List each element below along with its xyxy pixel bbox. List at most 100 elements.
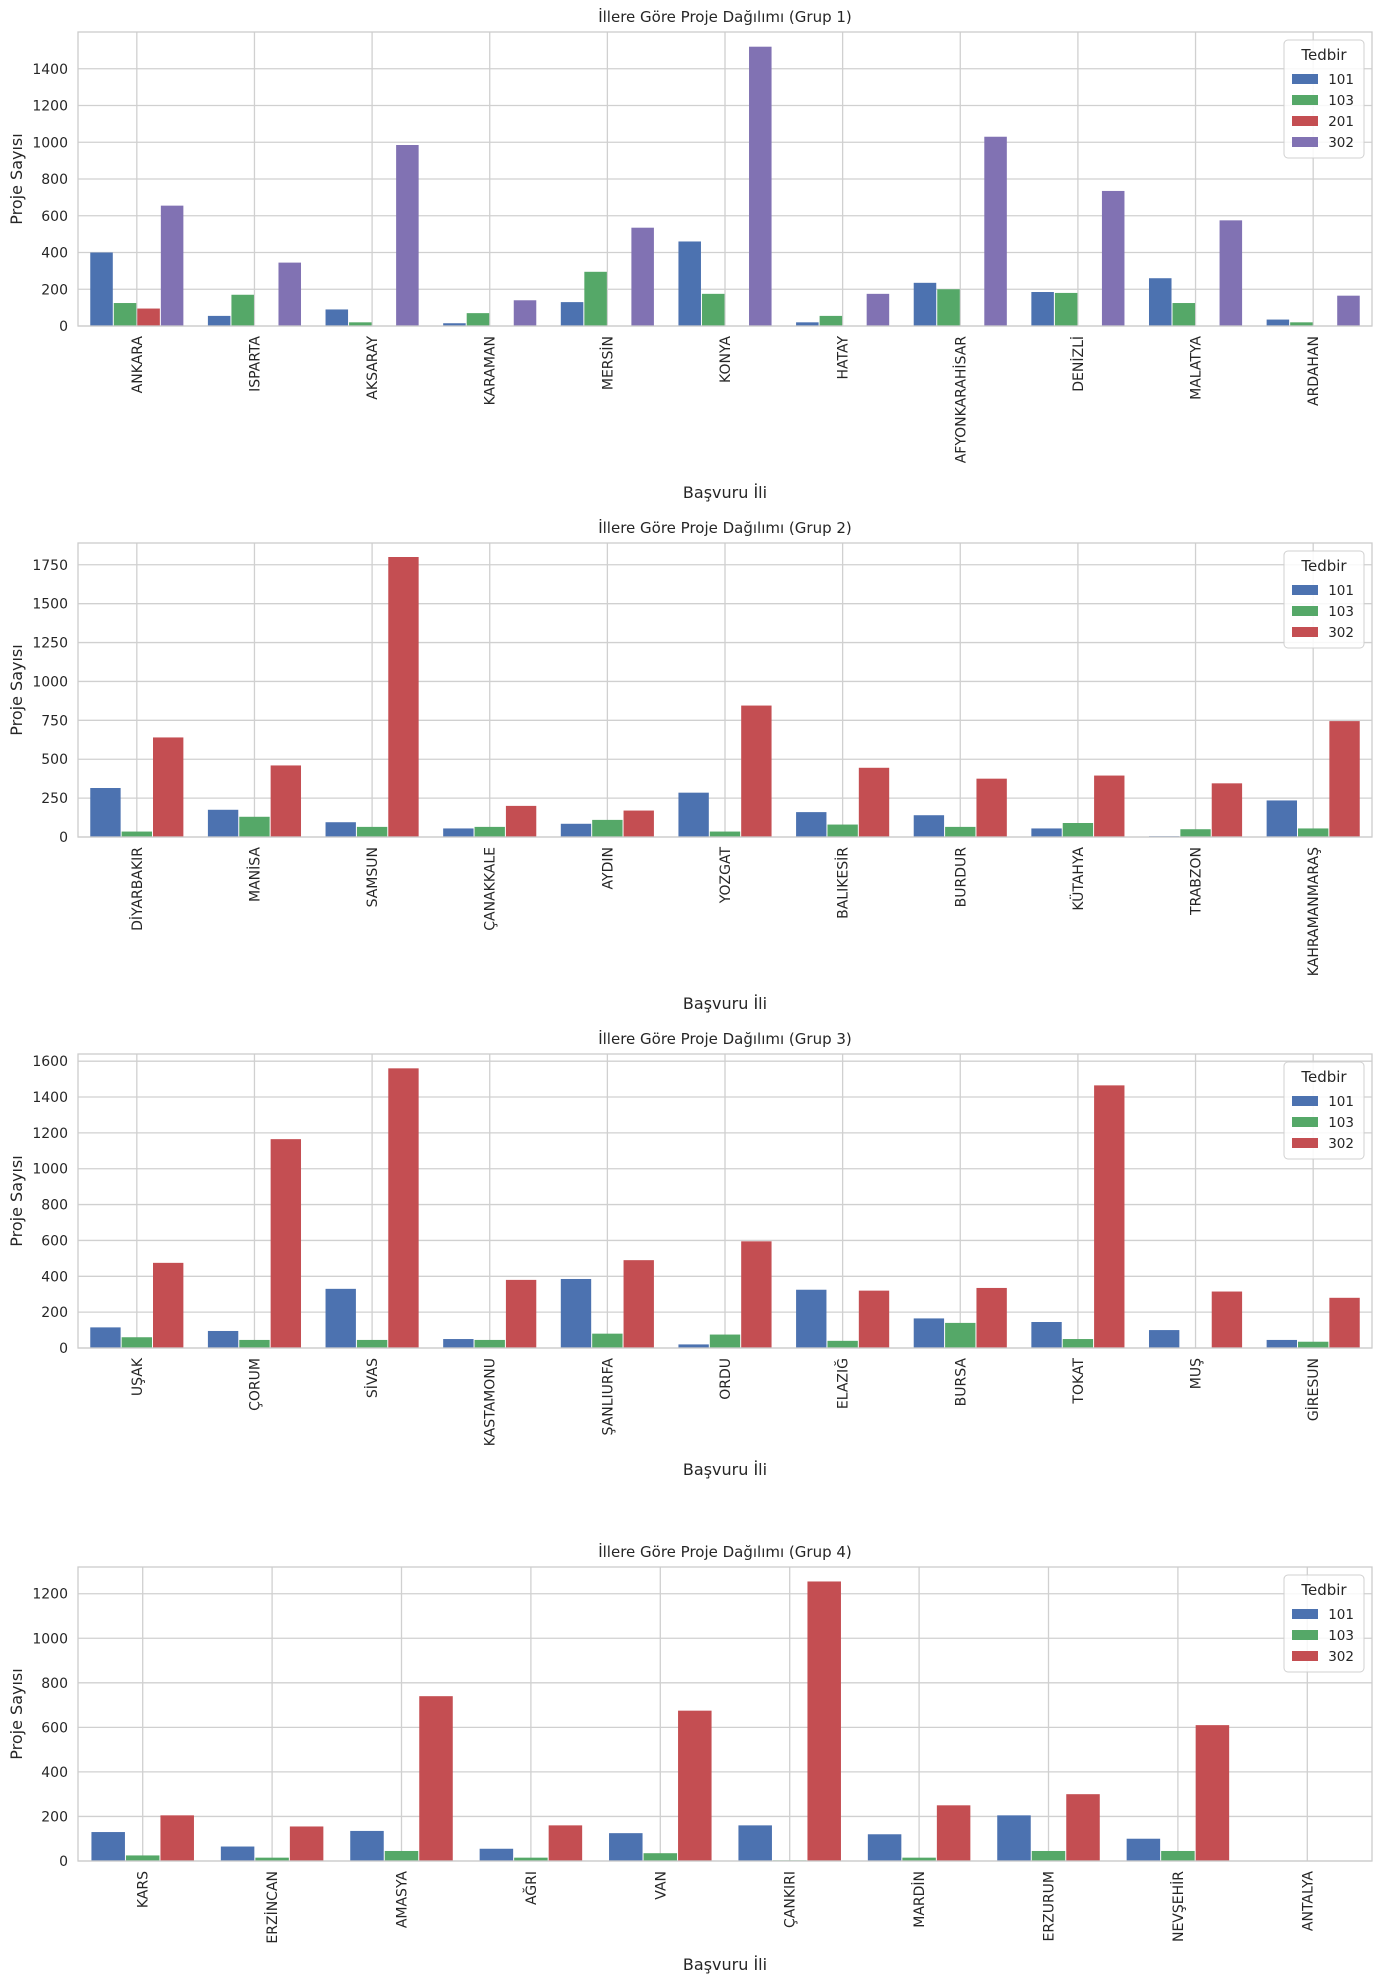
x-tick-label: AMASYA [395, 1871, 411, 1929]
bar-302-mani̇sa [270, 765, 302, 837]
y-tick-label: 800 [41, 1198, 68, 1214]
y-tick-label: 1000 [32, 1631, 68, 1647]
bar-103-kahramanmaraş [1297, 828, 1329, 837]
bar-101-uşak [90, 1327, 121, 1348]
bar-103-karaman [466, 313, 490, 326]
legend-swatch-101 [1292, 585, 1318, 595]
legend-swatch-103 [1292, 95, 1318, 105]
x-tick-label: ERZİNCAN [263, 1871, 281, 1944]
x-tick-label: ANKARA [130, 336, 146, 394]
bar-103-van [643, 1853, 678, 1861]
bar-103-mani̇sa [239, 816, 270, 837]
bar-103-bursa [945, 1322, 976, 1348]
bar-101-hatay [796, 322, 819, 326]
bar-302-kahramanmaraş [1329, 721, 1360, 837]
legend-swatch-201 [1292, 116, 1318, 126]
bar-101-aydin [560, 823, 592, 837]
plot-frame [77, 1053, 1373, 1349]
bar-101-kahramanmaraş [1266, 800, 1297, 837]
bar-103-aksaray [349, 322, 372, 326]
x-tick-label: KASTAMONU [483, 1358, 499, 1446]
bar-101-elaziğ [796, 1289, 827, 1348]
legend-label-101: 101 [1328, 1607, 1354, 1623]
y-tick-label: 600 [41, 209, 68, 225]
x-tick-label: DİYARBAKIR [128, 847, 146, 931]
legend-title: Tedbir [1300, 1068, 1347, 1086]
bar-101-çorum [207, 1330, 239, 1348]
bar-302-yozgat [741, 705, 772, 837]
x-tick-label: TRABZON [1189, 847, 1205, 916]
bar-103-ankara [113, 303, 137, 326]
x-tick-label: ISPARTA [247, 336, 263, 392]
bar-302-samsun [388, 557, 419, 837]
x-tick-label: AYDIN [600, 847, 616, 889]
chart-title: İllere Göre Proje Dağılımı (Grup 1) [598, 7, 852, 26]
bar-103-si̇vas [356, 1339, 388, 1348]
bar-103-deni̇zli̇ [1054, 292, 1078, 326]
bar-101-burdur [913, 815, 945, 837]
bar-101-yozgat [678, 792, 709, 837]
bar-101-şanliurfa [560, 1278, 592, 1348]
x-axis-label: Başvuru İli [683, 483, 767, 502]
plot-frame [77, 31, 1373, 327]
bar-103-nevşehi̇r [1161, 1850, 1195, 1861]
legend-label-101: 101 [1328, 72, 1354, 88]
bar-302-nevşehi̇r [1195, 1725, 1230, 1861]
x-axis-label: Başvuru İli [683, 1460, 767, 1479]
x-tick-label: TOKAT [1071, 1358, 1087, 1405]
bar-101-aksaray [325, 309, 349, 326]
x-tick-label: HATAY [836, 336, 852, 380]
x-tick-label: SAMSUN [365, 847, 381, 907]
bar-101-tokat [1031, 1322, 1062, 1348]
bar-101-karaman [443, 323, 466, 326]
x-tick-label: AFYONKARAHİSAR [951, 336, 969, 464]
legend-box [1283, 1574, 1365, 1673]
bar-302-konya [749, 46, 772, 326]
bar-101-balikesi̇r [796, 812, 827, 837]
bar-103-erzurum [1031, 1850, 1066, 1861]
x-tick-label: ÇANKIRI [783, 1871, 799, 1928]
bar-101-çankiri [738, 1825, 772, 1861]
legend-label-201: 201 [1328, 114, 1354, 130]
legend-label-103: 103 [1328, 604, 1354, 620]
bar-103-çanakkale [474, 826, 505, 837]
legend-swatch-101 [1292, 1609, 1318, 1619]
bar-302-kastamonu [505, 1279, 537, 1348]
bar-302-aydin [623, 810, 654, 837]
chart-panel-4: 0 200 400 600 800 1000 1200 KARS ERZİNCAN AMASYA A… [7, 1542, 1373, 1974]
legend-swatch-103 [1292, 1630, 1318, 1640]
x-tick-label: UŞAK [130, 1357, 146, 1396]
y-tick-label: 1200 [32, 1126, 68, 1142]
x-tick-label: ARDAHAN [1306, 336, 1322, 406]
bar-302-uşak [153, 1262, 184, 1348]
bar-103-mardi̇n [902, 1857, 936, 1861]
bar-302-şanliurfa [623, 1260, 654, 1348]
legend-swatch-302 [1292, 137, 1318, 147]
y-axis-label: Proje Sayısı [7, 1155, 26, 1246]
x-tick-label: KAHRAMANMARAŞ [1306, 847, 1322, 976]
bar-302-tokat [1094, 1085, 1125, 1348]
bar-101-gi̇resun [1266, 1339, 1297, 1348]
bar-302-deni̇zli̇ [1101, 190, 1125, 326]
legend-label-103: 103 [1328, 1115, 1354, 1131]
y-tick-label: 1000 [32, 1162, 68, 1178]
legend: Tedbir 101 103 302 [1283, 1061, 1365, 1160]
bar-103-trabzon [1180, 829, 1211, 837]
bar-302-balikesi̇r [858, 767, 890, 837]
x-tick-label: MUŞ [1189, 1358, 1205, 1389]
bar-101-mani̇sa [207, 809, 239, 837]
bar-302-ordu [741, 1241, 772, 1348]
y-tick-label: 800 [41, 1676, 68, 1692]
bar-302-malatya [1219, 220, 1243, 326]
legend-label-302: 302 [1328, 625, 1354, 641]
bar-101-afyonkarahi̇sar [913, 282, 937, 326]
y-tick-label: 400 [41, 246, 68, 262]
y-tick-label: 1000 [32, 674, 68, 690]
bar-103-uşak [121, 1337, 153, 1348]
y-tick-label: 600 [41, 1720, 68, 1736]
bar-103-ardahan [1290, 322, 1313, 326]
x-tick-label: ORDU [718, 1358, 734, 1400]
bar-302-trabzon [1211, 783, 1243, 837]
legend-box [1283, 1061, 1365, 1160]
x-tick-label: ÇANAKKALE [483, 847, 499, 931]
